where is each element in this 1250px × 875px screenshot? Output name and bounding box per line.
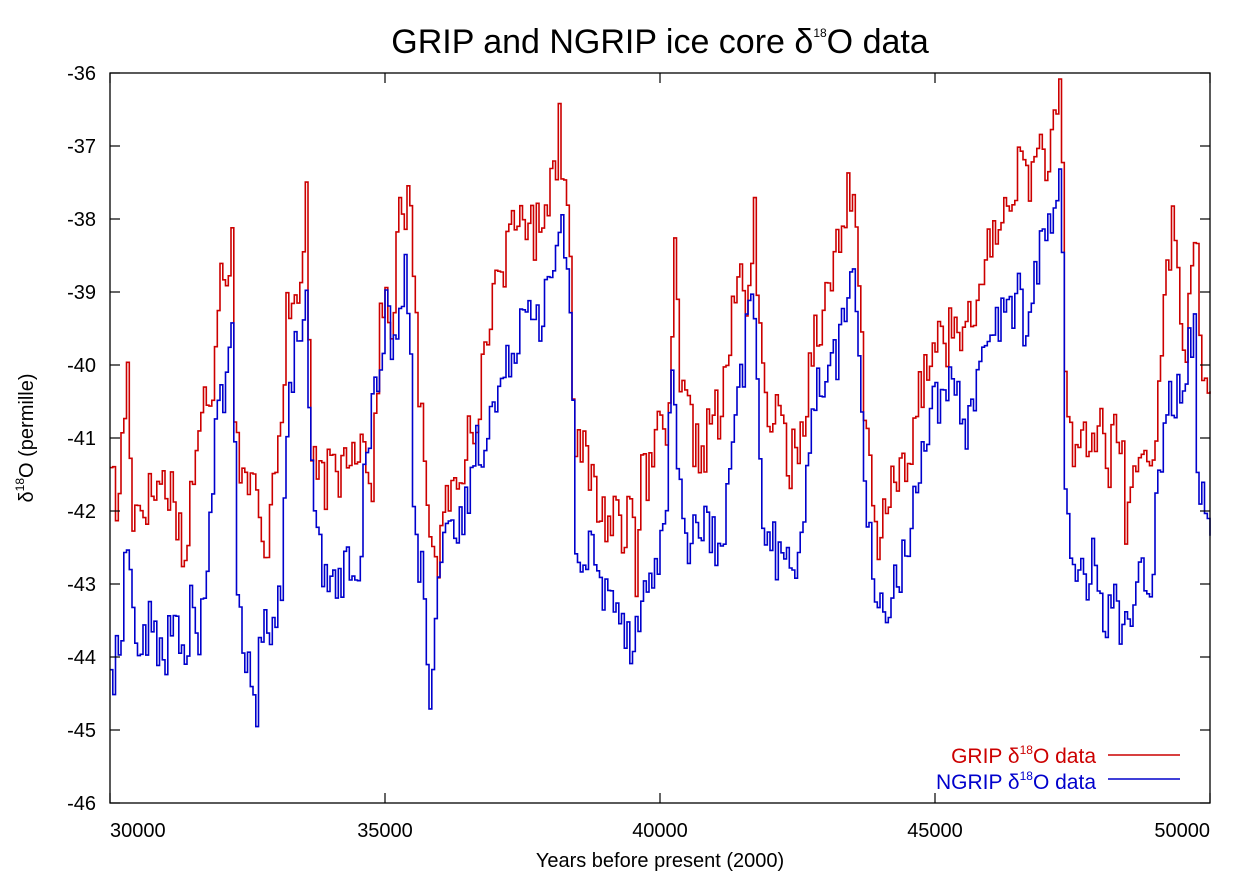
x-tick-label: 35000 (357, 820, 413, 842)
x-tick-label: 45000 (907, 820, 963, 842)
plot-area (110, 78, 1211, 728)
y-tick-label: -37 (67, 136, 96, 158)
x-axis-label: Years before present (2000) (536, 850, 784, 872)
legend: GRIP δ18O data NGRIP δ18O data (936, 743, 1180, 794)
plot-frame (109, 72, 1211, 804)
y-tick-label: -42 (67, 501, 96, 523)
axis-ticks: 30000 35000 40000 45000 50000 -36 -37 -38 -39 -40… (67, 63, 1211, 842)
legend-label-grip: GRIP δ18O data (951, 743, 1096, 768)
x-tick-label: 50000 (1154, 820, 1210, 842)
series-line-grip (110, 78, 1211, 598)
chart-title: GRIP and NGRIP ice core δ18O data (391, 23, 929, 61)
legend-label-ngrip: NGRIP δ18O data (936, 769, 1096, 794)
y-tick-label: -45 (67, 720, 96, 742)
x-tick-label: 40000 (632, 820, 688, 842)
y-tick-label: -41 (67, 428, 96, 450)
x-tick-label: 30000 (110, 820, 166, 842)
y-tick-label: -38 (67, 209, 96, 231)
y-axis-label: δ18O (permille) (13, 374, 38, 503)
y-tick-label: -40 (67, 355, 96, 377)
y-tick-label: -44 (67, 647, 96, 669)
y-tick-label: -39 (67, 282, 96, 304)
y-tick-label: -46 (67, 793, 96, 815)
y-tick-label: -43 (67, 574, 96, 596)
series-line-ngrip (110, 168, 1211, 728)
y-tick-label: -36 (67, 63, 96, 85)
